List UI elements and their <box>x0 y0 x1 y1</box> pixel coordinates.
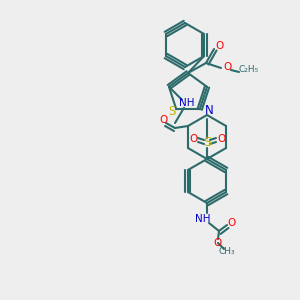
Text: O: O <box>189 134 197 144</box>
Text: O: O <box>215 41 223 51</box>
Text: O: O <box>223 62 231 72</box>
Text: S: S <box>203 136 211 149</box>
Text: C₂H₅: C₂H₅ <box>239 65 259 74</box>
Text: O: O <box>227 218 235 228</box>
Text: O: O <box>213 238 221 248</box>
Text: O: O <box>217 134 225 144</box>
Text: NH: NH <box>195 214 211 224</box>
Text: S: S <box>169 105 176 118</box>
Text: CH₃: CH₃ <box>219 247 235 256</box>
Text: N: N <box>205 103 213 116</box>
Text: O: O <box>159 115 167 125</box>
Text: NH: NH <box>179 98 194 108</box>
